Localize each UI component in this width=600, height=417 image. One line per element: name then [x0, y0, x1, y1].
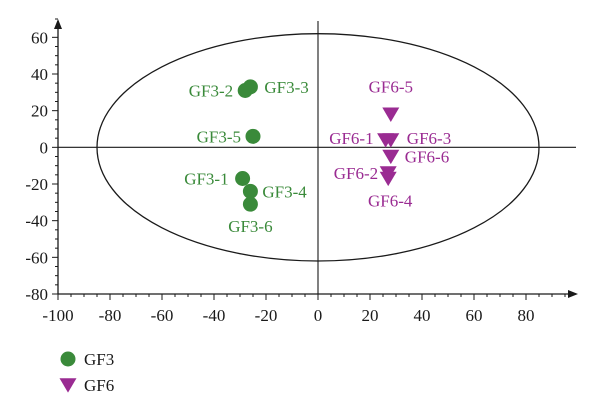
axes: 60 40 20 0 -20 -40 -60 -80 -100 -80 -60 -40 -20 0 20 40…: [25, 18, 578, 325]
x-tick-label: 80: [518, 306, 535, 325]
x-tick-label: -60: [151, 306, 174, 325]
y-tick-label: -40: [25, 212, 48, 231]
point-label-gf6-1: GF6-1: [329, 129, 373, 148]
x-axis-arrowhead: [568, 290, 578, 298]
point-label-gf6-5: GF6-5: [369, 77, 413, 96]
point-gf3-3: [242, 79, 258, 95]
point-label-gf6-2: GF6-2: [334, 164, 378, 183]
y-tick-label: -20: [25, 175, 48, 194]
x-tick-label: 60: [466, 306, 483, 325]
point-label-gf3-4: GF3-4: [262, 182, 307, 201]
y-tick-label: -80: [25, 285, 48, 304]
point-label-gf6-4: GF6-4: [368, 192, 413, 211]
y-tick-label: 20: [31, 102, 48, 121]
point-gf6-4: [379, 171, 397, 187]
point-gf6-3: [382, 133, 400, 148]
x-tick-label: 0: [314, 306, 323, 325]
point-label-gf3-3: GF3-3: [264, 78, 308, 97]
confidence-ellipse: [96, 33, 540, 262]
point-gf3-4: [242, 183, 258, 199]
x-tick-label: 40: [414, 306, 431, 325]
point-label-gf3-6: GF3-6: [228, 217, 272, 236]
x-tick-label: -20: [255, 306, 278, 325]
y-tick-label: 40: [31, 65, 48, 84]
point-label-gf6-6: GF6-6: [405, 148, 449, 167]
legend-label-gf6: GF6: [84, 376, 114, 395]
y-tick-label: 60: [31, 28, 48, 47]
point-label-gf3-2: GF3-2: [189, 82, 233, 101]
x-tick-label: 20: [362, 306, 379, 325]
point-label-gf3-5: GF3-5: [197, 127, 241, 146]
legend-marker-gf6: [59, 378, 77, 393]
confidence-ellipse-layer: [96, 33, 540, 262]
point-gf3-6: [242, 196, 258, 212]
legend-marker-gf3: [60, 351, 76, 367]
point-labels-layer: GF3-1 GF3-2 GF3-3 GF3-4 GF3-5 GF3-6 GF6-1 GF6-2…: [184, 77, 451, 236]
x-tick-label: -40: [203, 306, 226, 325]
y-tick-label: 0: [40, 138, 49, 157]
y-axis-arrowhead: [54, 19, 62, 29]
point-gf3-5: [245, 128, 261, 144]
point-gf6-6: [382, 149, 400, 165]
point-label-gf3-1: GF3-1: [184, 170, 228, 189]
legend-label-gf3: GF3: [84, 350, 114, 369]
data-points-layer: [235, 79, 400, 212]
x-tick-label: -80: [99, 306, 122, 325]
point-gf3-1: [235, 171, 251, 186]
y-tick-label: -60: [25, 248, 48, 267]
point-label-gf6-3: GF6-3: [407, 129, 451, 148]
x-tick-label: -100: [42, 306, 73, 325]
point-gf6-5: [382, 107, 400, 122]
